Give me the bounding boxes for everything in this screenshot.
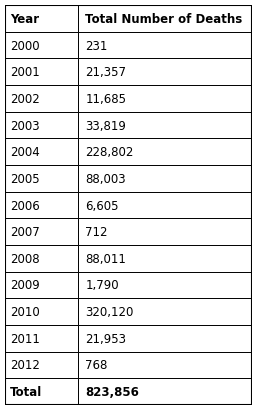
Text: 2004: 2004 [10, 146, 40, 159]
Bar [78, 112, 251, 139]
Bar [5, 139, 78, 166]
Text: 2009: 2009 [10, 279, 40, 292]
Bar [78, 139, 251, 166]
Text: 768: 768 [85, 359, 107, 371]
Text: 2008: 2008 [10, 252, 40, 265]
Bar [5, 245, 78, 272]
Bar [78, 6, 251, 33]
Text: 1,790: 1,790 [85, 279, 119, 292]
Bar [78, 59, 251, 86]
Text: 88,003: 88,003 [85, 173, 126, 185]
Bar [78, 33, 251, 59]
Bar [78, 245, 251, 272]
Bar [5, 219, 78, 245]
Text: 2006: 2006 [10, 199, 40, 212]
Bar [78, 219, 251, 245]
Bar [5, 378, 78, 405]
Text: 320,120: 320,120 [85, 306, 133, 318]
Bar [5, 112, 78, 139]
Text: 2012: 2012 [10, 359, 40, 371]
Text: Total Number of Deaths: Total Number of Deaths [85, 13, 242, 26]
Bar [5, 352, 78, 378]
Bar [5, 6, 78, 33]
Text: 2003: 2003 [10, 119, 40, 132]
Text: 33,819: 33,819 [85, 119, 126, 132]
Text: 2011: 2011 [10, 332, 40, 345]
Text: 823,856: 823,856 [85, 385, 139, 398]
Text: 228,802: 228,802 [85, 146, 133, 159]
Text: Year: Year [10, 13, 39, 26]
Bar [5, 299, 78, 325]
Bar [78, 272, 251, 299]
Text: 21,357: 21,357 [85, 66, 126, 79]
Bar [78, 352, 251, 378]
Text: 2010: 2010 [10, 306, 40, 318]
Text: 2002: 2002 [10, 93, 40, 106]
Text: 88,011: 88,011 [85, 252, 126, 265]
Text: 11,685: 11,685 [85, 93, 126, 106]
Bar [5, 33, 78, 59]
Bar [5, 325, 78, 352]
Bar [78, 299, 251, 325]
Bar [5, 59, 78, 86]
Text: 21,953: 21,953 [85, 332, 126, 345]
Bar [78, 86, 251, 112]
Text: 231: 231 [85, 40, 107, 52]
Text: 6,605: 6,605 [85, 199, 119, 212]
Bar [5, 166, 78, 192]
Text: Total: Total [10, 385, 42, 398]
Bar [78, 325, 251, 352]
Text: 2005: 2005 [10, 173, 40, 185]
Bar [78, 166, 251, 192]
Text: 712: 712 [85, 226, 107, 238]
Bar [5, 272, 78, 299]
Text: 2000: 2000 [10, 40, 40, 52]
Bar [78, 192, 251, 219]
Bar [5, 86, 78, 112]
Text: 2001: 2001 [10, 66, 40, 79]
Bar [78, 378, 251, 405]
Text: 2007: 2007 [10, 226, 40, 238]
Bar [5, 192, 78, 219]
